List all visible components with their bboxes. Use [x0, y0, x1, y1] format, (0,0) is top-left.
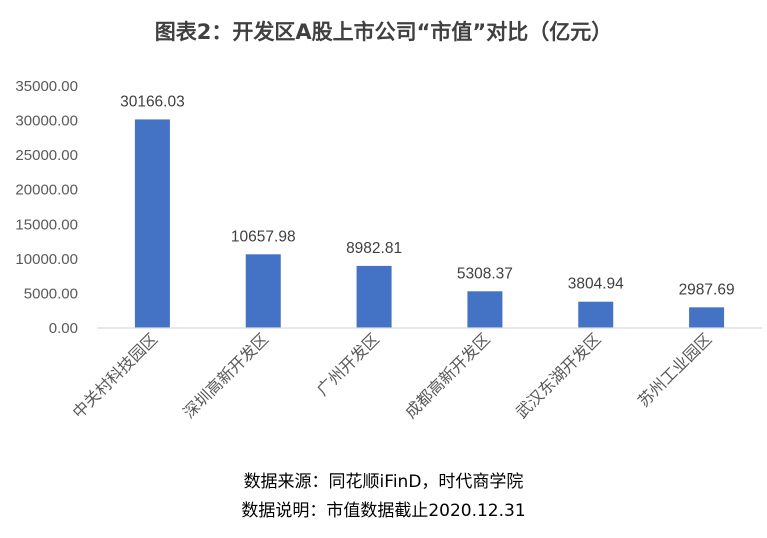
y-tick-label: 30000.00 [15, 113, 78, 130]
category-label: 深圳高新开发区 [179, 329, 272, 422]
data-label: 5308.37 [457, 265, 513, 282]
bar [578, 301, 614, 328]
bar [689, 307, 725, 328]
data-labels: 30166.03 10657.98 8982.81 5308.37 3804.94 298… [120, 93, 735, 298]
bar [134, 119, 170, 328]
category-label: 成都高新开发区 [401, 329, 494, 422]
description-note: 数据说明：市值数据截止2020.12.31 [241, 501, 526, 521]
y-tick-label: 10000.00 [15, 251, 78, 268]
bar [467, 291, 503, 328]
data-label: 30166.03 [120, 93, 185, 110]
source-note: 数据来源：同花顺iFinD，时代商学院 [243, 472, 524, 492]
bar [245, 254, 281, 328]
category-label: 苏州工业园区 [634, 329, 715, 410]
bars [134, 119, 725, 328]
chart-title: 图表2：开发区A股上市公司“市值”对比（亿元） [154, 20, 613, 44]
data-label: 3804.94 [568, 276, 624, 293]
bar [356, 265, 392, 328]
y-tick-label: 35000.00 [15, 78, 78, 95]
data-label: 2987.69 [679, 281, 735, 298]
y-tick-label: 0.00 [49, 320, 78, 337]
y-tick-label: 25000.00 [15, 147, 78, 164]
y-tick-label: 20000.00 [15, 182, 78, 199]
data-label: 10657.98 [231, 228, 296, 245]
category-label: 武汉东湖开发区 [512, 329, 605, 422]
x-axis: 中关村科技园区 深圳高新开发区 广州开发区 成都高新开发区 武汉东湖开发区 苏州工业园区 [69, 327, 762, 422]
category-label: 中关村科技园区 [69, 329, 162, 422]
category-label: 广州开发区 [313, 329, 383, 399]
y-tick-label: 5000.00 [24, 285, 78, 302]
y-tick-label: 15000.00 [15, 216, 78, 233]
chart-notes: 数据来源：同花顺iFinD，时代商学院 数据说明：市值数据截止2020.12.3… [0, 468, 767, 526]
data-label: 8982.81 [346, 240, 402, 257]
y-axis: 0.00 5000.00 10000.00 15000.00 20000.00 25000… [15, 78, 78, 337]
